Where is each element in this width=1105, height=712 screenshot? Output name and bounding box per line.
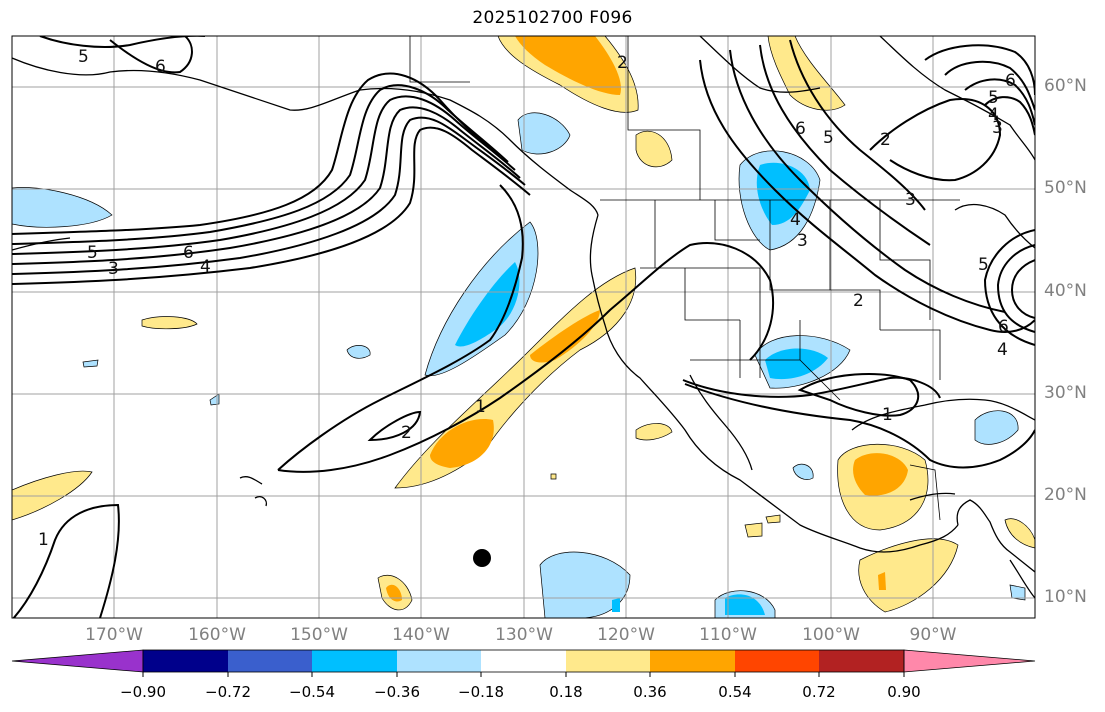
contour-label-3: 3 [108,259,119,279]
colorbar-segment [735,650,819,672]
colorbar-tick-label: 0.18 [549,683,583,701]
lat-label-60n: 60°N [1044,76,1087,96]
lat-label-50n: 50°N [1044,178,1087,198]
colorbar-segment [397,650,481,672]
lat-label-40n: 40°N [1044,281,1087,301]
contour-label-6: 6 [795,119,806,139]
graticule [12,36,1035,618]
contour-label-2: 2 [853,291,864,311]
contour-label-2: 2 [617,53,628,73]
contour-label-5: 5 [823,128,834,148]
colorbar-outline [142,649,905,673]
lat-label-20n: 20°N [1044,485,1087,505]
colorbar-segment [566,650,650,672]
lon-label-150w: 150°W [290,625,348,645]
contour-label-6: 6 [998,317,1009,337]
contour-label-2: 2 [880,130,891,150]
contour-label-3: 3 [905,190,916,210]
contour-label-5: 5 [978,255,989,275]
colorbar-tick-label: 0.90 [887,683,921,701]
contour-label-4: 4 [200,257,211,277]
lon-label-160w: 160°W [188,625,246,645]
colorbar-tick-label: 0.72 [802,683,836,701]
colorbar-tick-label: −0.72 [205,683,251,701]
contour-label-3: 3 [797,231,808,251]
contour-label-6: 6 [155,57,166,77]
lat-label-30n: 30°N [1044,383,1087,403]
colorbar-tick-label: −0.36 [374,683,420,701]
lon-label-100w: 100°W [802,625,860,645]
coastlines [12,36,1035,599]
contour-label-2: 2 [401,423,412,443]
contour-label-4: 4 [997,340,1008,360]
lon-label-140w: 140°W [392,625,450,645]
colorbar-tick-label: −0.54 [289,683,335,701]
contour-lines [12,36,1035,618]
contour-label-1: 1 [882,405,893,425]
lon-label-90w: 90°W [909,625,957,645]
colorbar-segment [481,650,566,672]
lon-label-170w: 170°W [85,625,143,645]
lon-label-130w: 130°W [495,625,553,645]
colorbar-extend-low [11,649,144,673]
strong-positive-anomaly-shading [386,36,908,602]
contour-label-1: 1 [475,397,486,417]
colorbar-tick-label: 0.36 [633,683,667,701]
contour-label-6: 6 [1005,71,1016,91]
contour-label-1: 1 [38,530,49,550]
colorbar [11,649,1036,677]
contour-labels: 5 3 6 4 6 5 2 1 1 6 5 2 3 4 3 2 1 6 5 4 … [38,47,1016,550]
colorbar-tick-label: 0.54 [718,683,752,701]
colorbar-tick-label: −0.90 [120,683,166,701]
contour-label-4: 4 [988,105,999,125]
political-borders [409,36,960,521]
colorbar-extend-high [903,649,1036,673]
contour-label-5: 5 [78,47,89,67]
lat-label-10n: 10°N [1044,587,1087,607]
contour-label-5: 5 [988,88,999,108]
colorbar-segment [228,650,312,672]
lon-label-110w: 110°W [699,625,757,645]
colorbar-segment [650,650,735,672]
colorbar-tick-label: −0.18 [458,683,504,701]
contour-label-5: 5 [87,243,98,263]
colorbar-segment [819,650,904,672]
map-frame [11,35,1036,619]
contour-label-6: 6 [183,243,194,263]
location-marker [473,549,491,567]
map-title: 2025102700 F096 [472,8,633,28]
contour-label-3: 3 [992,118,1003,138]
contour-label-4: 4 [790,210,801,230]
lon-label-120w: 120°W [597,625,655,645]
colorbar-segment [143,650,228,672]
colorbar-segment [312,650,397,672]
